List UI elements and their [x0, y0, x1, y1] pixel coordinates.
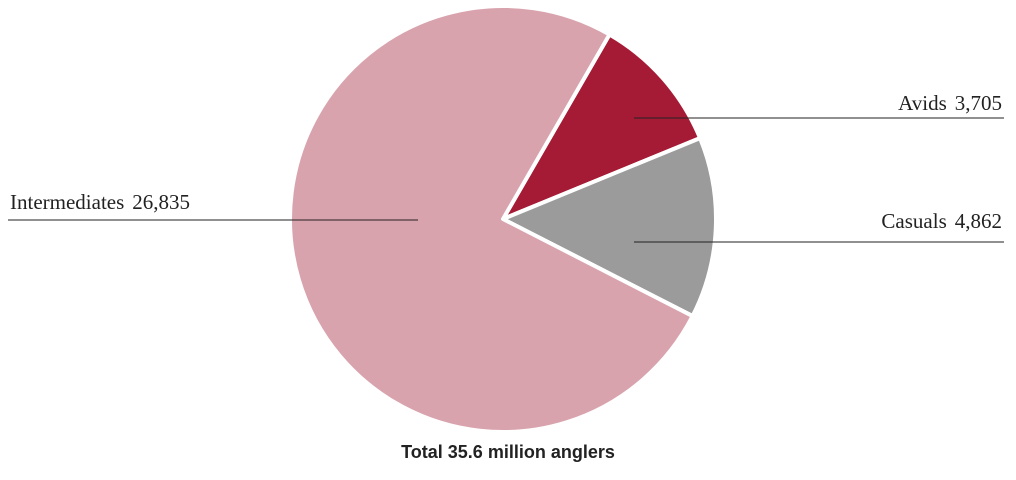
slice-label-avids: Avids 3,705 [898, 91, 1002, 115]
pie-slice-intermediates [288, 4, 695, 434]
slice-value: 3,705 [955, 91, 1002, 115]
pie-slice-avids [501, 32, 703, 221]
slice-label-intermediates: Intermediates 26,835 [10, 190, 190, 214]
pie-chart: Avids 3,705 Casuals 4,862 Intermediates 26,83… [8, 4, 1004, 434]
slice-value: 26,835 [132, 190, 190, 214]
chart-title: Total 35.6 million anglers [401, 442, 615, 462]
slice-labels: Avids 3,705 Casuals 4,862 Intermediates 26,83… [8, 91, 1004, 243]
pie-slices [288, 4, 718, 434]
slice-name: Casuals [881, 209, 946, 233]
slice-name: Intermediates [10, 190, 124, 214]
pie-slice-casuals [501, 136, 718, 319]
slice-name: Avids [898, 91, 947, 115]
slice-label-casuals: Casuals 4,862 [881, 209, 1002, 233]
slice-value: 4,862 [955, 209, 1002, 233]
